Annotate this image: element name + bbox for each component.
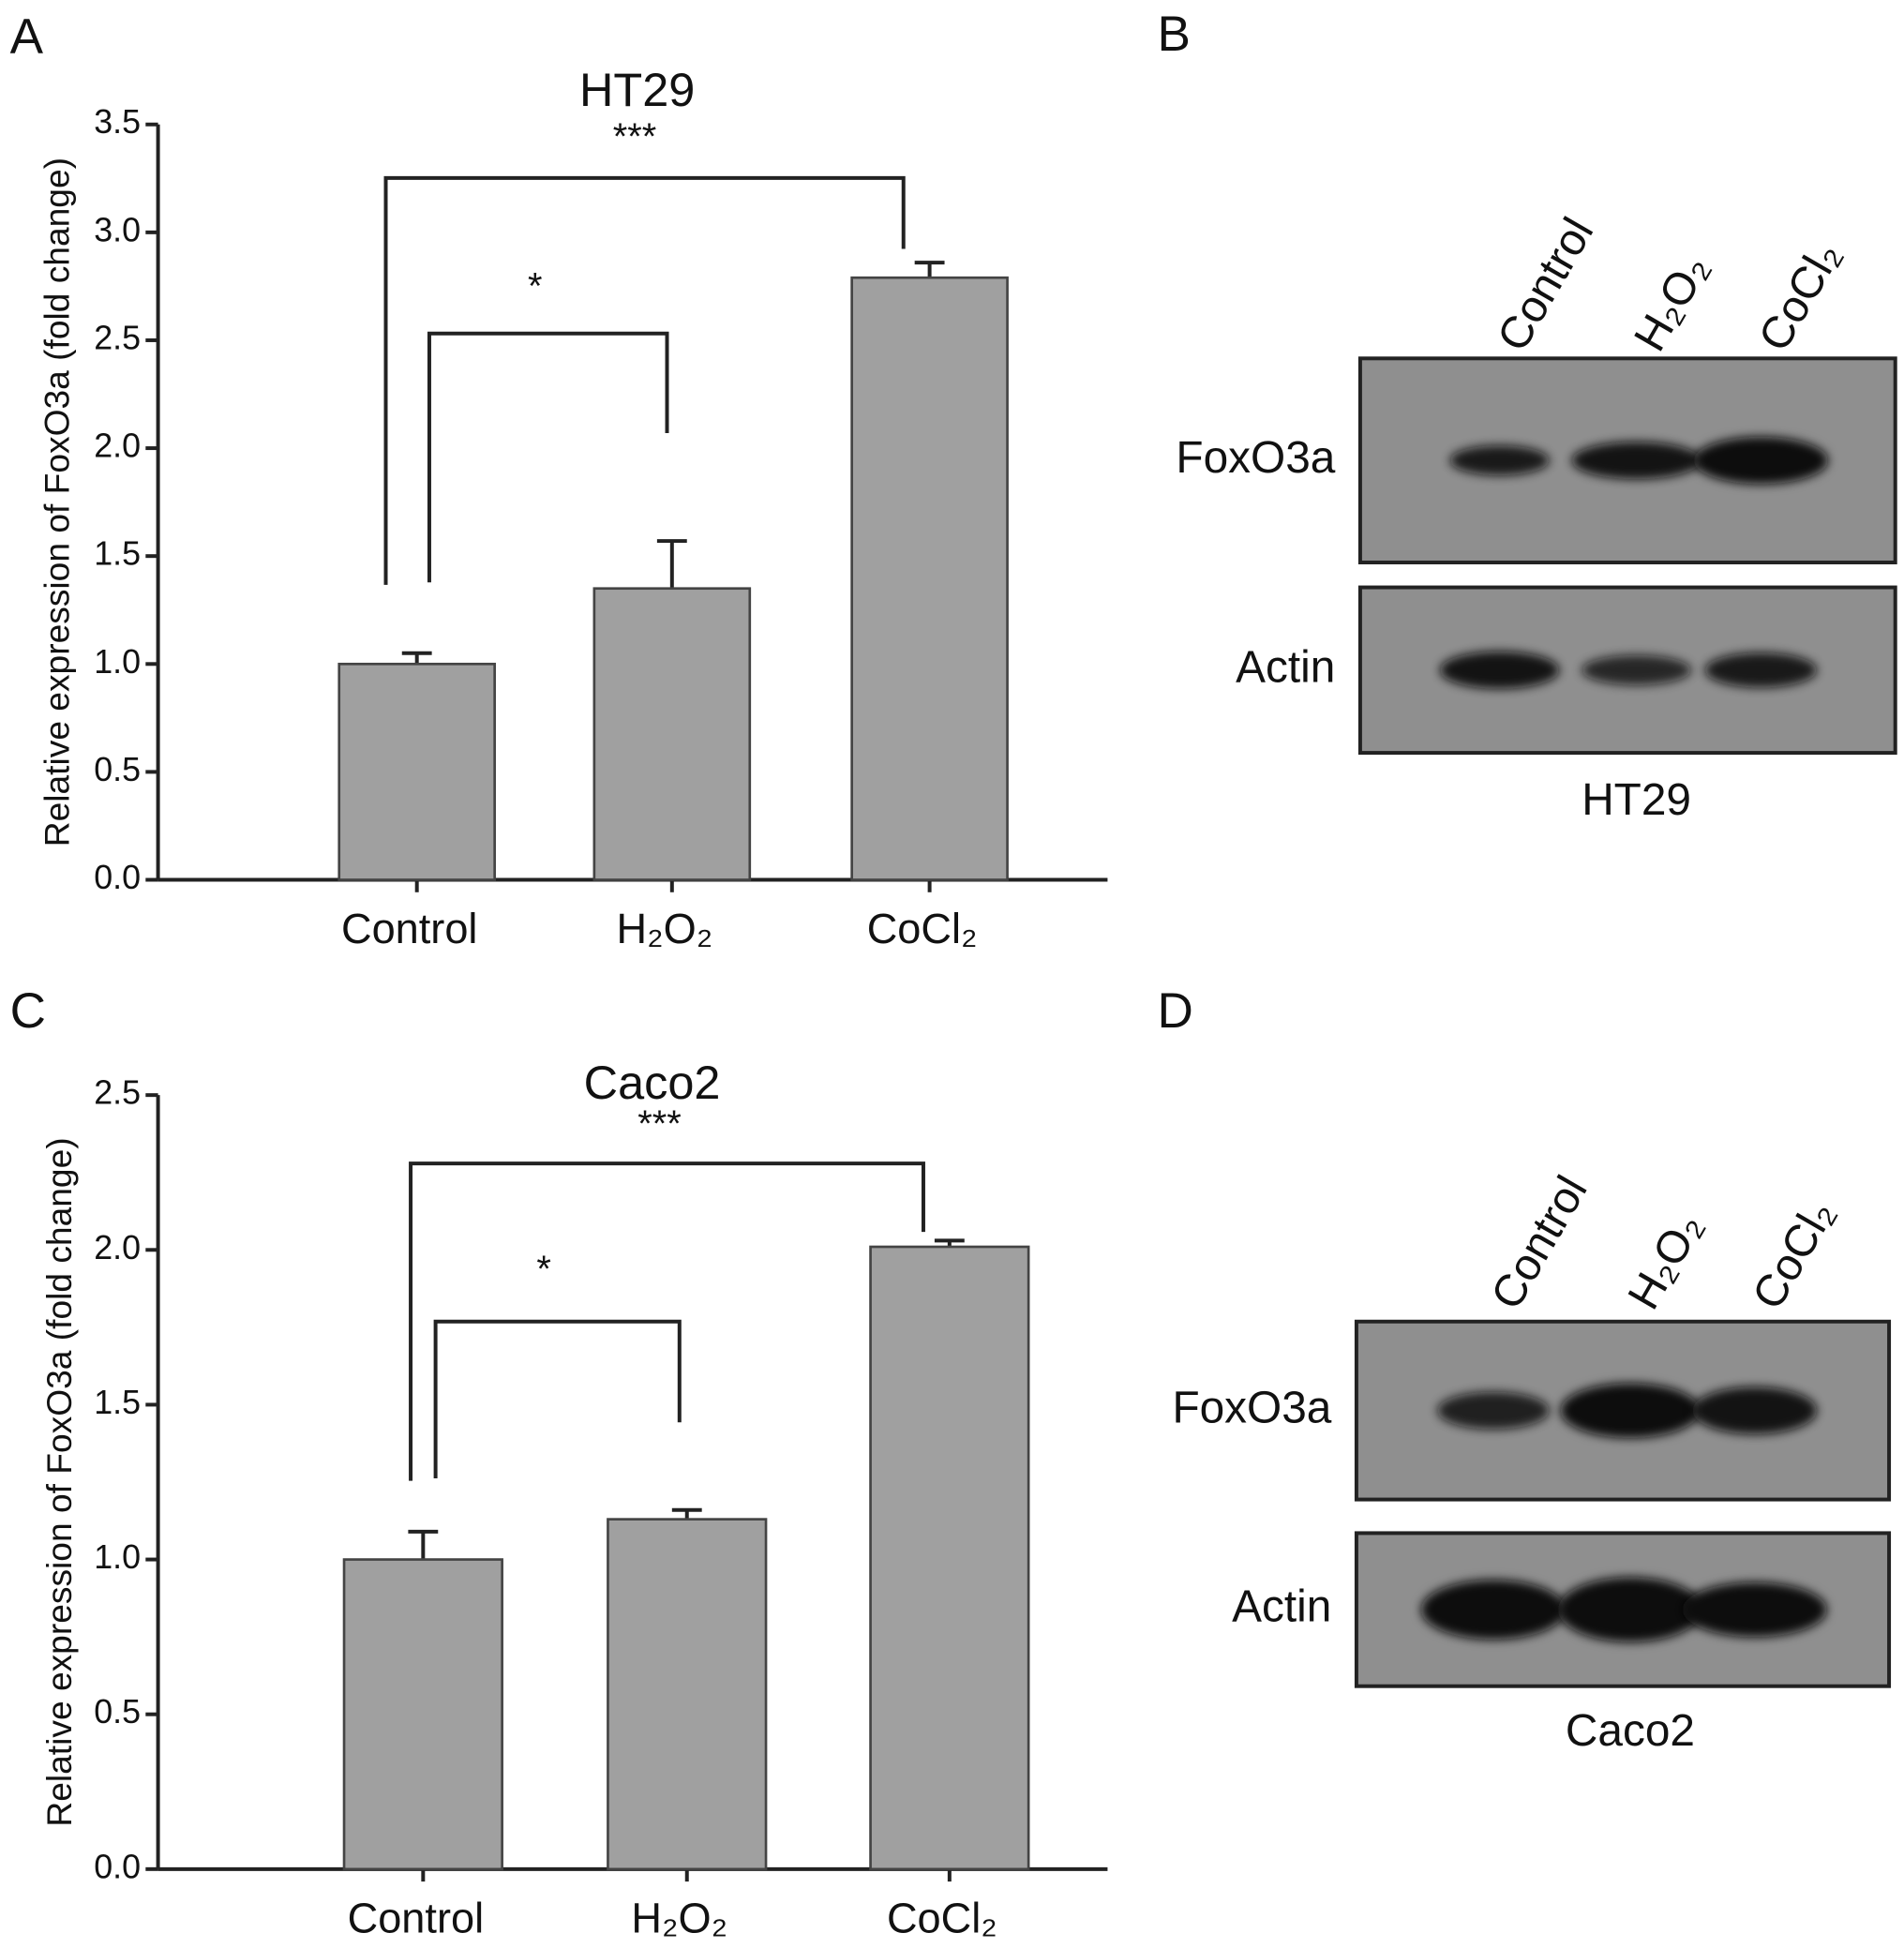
blot-band — [1420, 1580, 1566, 1640]
bar — [342, 1558, 503, 1871]
significance-label: *** — [613, 116, 656, 157]
y-tick-label: 1.0 — [94, 643, 141, 681]
blot-band — [1437, 1391, 1550, 1430]
significance-label: * — [528, 265, 543, 307]
significance-bracket — [383, 175, 906, 585]
y-tick-label: 2.0 — [94, 1229, 141, 1266]
y-tick-label: 2.5 — [94, 319, 141, 356]
panel-letter: A — [10, 9, 44, 65]
y-tick-label: 0.5 — [94, 751, 141, 788]
blot-band — [1557, 1577, 1702, 1642]
x-tick-label: H₂O₂ — [631, 1895, 727, 1942]
significance-label: * — [536, 1249, 551, 1290]
y-tick-label: 2.0 — [94, 427, 141, 465]
x-tick-label: Control — [341, 905, 477, 952]
bar — [592, 587, 752, 881]
bar — [850, 276, 1009, 881]
lane-label: CoCl₂ — [1749, 233, 1851, 360]
bar — [869, 1245, 1030, 1871]
blot-band — [1582, 654, 1692, 685]
y-tick-label: 3.5 — [94, 103, 141, 141]
row-label: FoxO3a — [1172, 1383, 1331, 1432]
y-axis-label: Relative expression of FoxO3a (fold chan… — [39, 1137, 79, 1826]
y-axis-label: Relative expression of FoxO3a (fold chan… — [37, 157, 77, 847]
significance-bracket — [427, 331, 669, 583]
blot-band — [1439, 651, 1560, 689]
row-label: Actin — [1232, 1582, 1331, 1632]
blot-band — [1682, 1581, 1827, 1638]
blot-band — [1449, 445, 1550, 476]
x-tick-label: Control — [348, 1895, 484, 1942]
y-tick-label: 0.5 — [94, 1693, 141, 1731]
y-tick-label: 1.5 — [94, 1384, 141, 1421]
bar — [337, 662, 496, 881]
significance-label: *** — [637, 1103, 681, 1145]
bar — [607, 1518, 768, 1871]
blot-band — [1704, 652, 1818, 688]
lane-label: H₂O₂ — [1625, 247, 1718, 360]
x-tick-label: CoCl₂ — [867, 905, 978, 952]
chart-title: Caco2 — [584, 1056, 721, 1109]
blot-band — [1571, 442, 1702, 480]
y-tick-label: 0.0 — [94, 1848, 141, 1885]
lane-label: CoCl₂ — [1744, 1191, 1845, 1318]
panel-letter: D — [1158, 983, 1193, 1039]
y-tick-label: 0.0 — [94, 859, 141, 896]
y-tick-label: 2.5 — [94, 1074, 141, 1112]
significance-bracket — [433, 1319, 682, 1479]
row-label: Actin — [1236, 642, 1335, 692]
panel-letter: B — [1158, 7, 1191, 62]
blot-band — [1560, 1383, 1701, 1438]
chart-title: HT29 — [579, 63, 695, 116]
blot-band — [1693, 436, 1829, 485]
x-tick-label: H₂O₂ — [616, 905, 712, 952]
y-tick-label: 1.0 — [94, 1538, 141, 1576]
lane-label: H₂O₂ — [1619, 1205, 1713, 1318]
cell-line-label: Caco2 — [1566, 1706, 1695, 1756]
panel-letter: C — [10, 983, 46, 1039]
x-tick-label: CoCl₂ — [887, 1895, 997, 1942]
lane-label: Control — [1482, 1168, 1597, 1318]
significance-bracket — [409, 1161, 925, 1481]
blot-band — [1692, 1386, 1818, 1434]
row-label: FoxO3a — [1176, 433, 1335, 483]
y-tick-label: 1.5 — [94, 535, 141, 573]
cell-line-label: HT29 — [1582, 775, 1691, 825]
y-tick-label: 3.0 — [94, 211, 141, 248]
lane-label: Control — [1488, 210, 1603, 360]
